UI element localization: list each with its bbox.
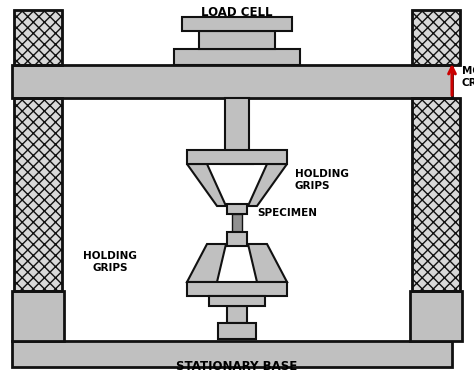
Text: MOVING
CROSSHEAD: MOVING CROSSHEAD (462, 66, 474, 88)
Text: STATIONARY BASE: STATIONARY BASE (176, 360, 298, 373)
Bar (227, 306, 247, 323)
Polygon shape (187, 244, 226, 282)
Polygon shape (187, 164, 226, 206)
Bar (12, 65, 452, 98)
Bar (227, 232, 247, 246)
Bar (182, 17, 292, 31)
Bar (199, 31, 275, 49)
Bar (12, 291, 64, 341)
Bar (412, 98, 460, 291)
Bar (14, 10, 62, 65)
Bar (14, 98, 62, 291)
Bar (12, 341, 452, 367)
Bar (412, 98, 460, 291)
Bar (412, 10, 460, 65)
Polygon shape (248, 244, 287, 282)
Bar (14, 98, 62, 291)
Bar (14, 10, 62, 65)
Bar (174, 49, 300, 65)
Bar (187, 282, 287, 296)
Bar (187, 150, 287, 164)
Bar (410, 291, 462, 341)
Text: LOAD CELL: LOAD CELL (201, 6, 273, 19)
Bar (209, 296, 265, 306)
Bar (412, 10, 460, 65)
Text: HOLDING
GRIPS: HOLDING GRIPS (295, 169, 349, 191)
Bar (221, 154, 253, 164)
Text: SPECIMEN: SPECIMEN (257, 208, 317, 218)
Bar (232, 214, 242, 232)
Polygon shape (248, 164, 287, 206)
Bar (225, 98, 249, 154)
Bar (227, 204, 247, 214)
Text: HOLDING
GRIPS: HOLDING GRIPS (83, 251, 137, 273)
Bar (218, 323, 256, 339)
